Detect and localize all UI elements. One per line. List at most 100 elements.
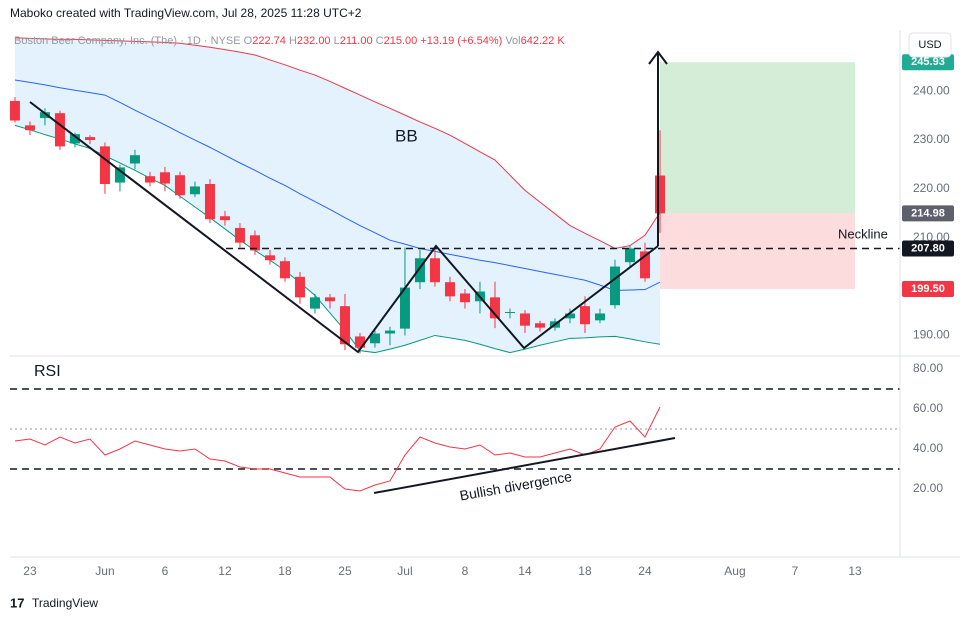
currency-button[interactable]: USD [908,32,952,58]
currency[interactable]: USD [918,39,941,51]
candle-body [384,330,395,334]
candle-body [639,251,650,279]
rsi-line [14,406,661,492]
candle-body [609,266,620,306]
legend-l: L [334,35,340,47]
credit: Maboko created with TradingView.com, Jul… [10,6,362,20]
neckline-label: Neckline [838,226,888,241]
y-tick-label: 220.00 [913,181,950,195]
candle-body [624,248,635,263]
x-tick-label: 18 [578,564,592,578]
y-tick-label: 230.00 [913,132,950,146]
candle-body [249,235,260,251]
x-tick-label: Jul [397,564,412,578]
candle-body [144,176,155,183]
symbol: Boston Beer Company, Inc. (The) · 1D · N… [14,35,241,47]
x-tick-label: 13 [848,564,862,578]
x-tick-label: 14 [518,564,532,578]
price-label: 214.98 [911,207,945,219]
x-tick-label: 8 [462,564,469,578]
candle-body [654,175,665,214]
candle-body [114,167,125,183]
candle-body [189,186,200,195]
candle-body [294,276,305,298]
candle-body [174,175,185,196]
bollinger-line [14,37,661,250]
x-tick-label: 25 [338,564,352,578]
currency-box[interactable] [908,32,952,58]
price-label-box [902,240,954,257]
legend-change: +13.19 (+6.54%) [420,35,502,47]
price-label: 245.93 [911,56,945,68]
candle-body [579,306,590,325]
candle-body [99,146,110,185]
panes: 190.00200.00210.00220.00230.00240.00245.… [9,37,954,578]
x-tick-label: Aug [724,564,745,578]
y-tick-label: 240.00 [913,83,950,97]
candle-body [429,258,440,283]
candle-body [219,216,230,221]
candle-body [324,297,335,302]
y-tick-label: 80.00 [913,361,943,375]
legend-close: 215.00 [384,35,418,47]
bollinger-line [14,124,661,354]
bb-label: BB [395,126,418,145]
candle-body [309,297,320,309]
candle-body [564,313,575,319]
candle-body [264,255,275,261]
y-tick-label: 60.00 [913,401,943,415]
x-tick-label: 24 [638,564,652,578]
brand-logo: 17 [10,595,24,610]
price-label: 199.50 [911,283,945,295]
y-tick-label: 210.00 [913,230,950,244]
y-tick-label: 20.00 [913,481,943,495]
candle-body [339,306,350,345]
x-tick-label: Jun [95,564,114,578]
legend-high: 232.00 [297,35,331,47]
candle-body [69,134,80,144]
candle-body [54,113,65,147]
pattern-trendline [29,101,659,354]
x-tick-label: 18 [278,564,292,578]
candle-body [534,323,545,328]
brand: 17 TradingView [10,595,98,610]
candle-body [279,261,290,279]
candle-body [444,282,455,297]
candle-body [489,297,500,319]
candle-body [354,336,365,348]
candle-body [39,112,50,119]
band-fill [14,37,660,353]
candle-body [24,125,35,131]
candle-body [519,313,530,326]
target-zone [659,62,855,214]
candle-body [459,293,470,303]
candle-body [159,172,170,184]
bollinger-line [14,79,661,292]
legend-volume: 642.22 K [521,35,566,47]
stop-zone [659,213,855,290]
candle-body [234,227,245,243]
price-label-box [902,281,954,298]
candle-body [399,287,410,329]
legend-vol: Vol [505,35,520,47]
candle-body [369,333,380,344]
price-label-box [902,54,954,71]
candle-body [504,312,515,314]
price-label: 207.80 [911,242,945,254]
legend-c: C [376,35,384,47]
legend-o: O [244,35,253,47]
legend: Boston Beer Company, Inc. (The) · 1D · N… [14,35,565,47]
divergence-line [373,437,676,494]
x-tick-label: 6 [162,564,169,578]
x-tick-label: 7 [792,564,799,578]
price-label-box [902,205,954,222]
legend-h: H [289,35,297,47]
arrow-head [648,50,668,65]
candle-body [594,313,605,321]
rsi-title: RSI [34,363,61,380]
candle-body [414,258,425,283]
y-tick-label: 190.00 [913,328,950,342]
candle-body [9,100,20,121]
legend-low: 211.00 [340,35,373,47]
x-tick-label: 12 [218,564,232,578]
